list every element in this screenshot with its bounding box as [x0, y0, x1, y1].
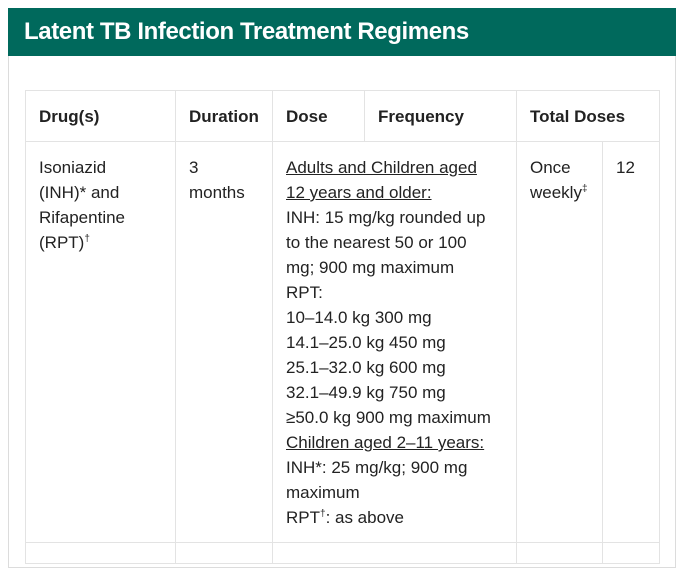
table-row: Isoniazid (INH)* and Rifapentine (RPT)† … [25, 141, 660, 543]
cell-empty [272, 542, 517, 564]
cell-dose: Adults and Children aged 12 years and ol… [272, 141, 517, 543]
cell-empty [602, 542, 660, 564]
header-duration: Duration [175, 90, 273, 142]
drug-line: Rifapentine [39, 208, 126, 227]
header-dose: Dose [272, 90, 365, 142]
dose-line-text: : as above [325, 508, 405, 527]
cell-frequency: Once weekly‡ [516, 141, 603, 543]
dose-line: to the nearest 50 or 100 [286, 233, 467, 252]
table-row [25, 542, 660, 564]
cell-empty [175, 542, 273, 564]
footnote-mark-double-dagger: ‡ [581, 183, 588, 195]
header-total-doses: Total Doses [516, 90, 660, 142]
dose-line: INH*: 25 mg/kg; 900 mg [286, 458, 468, 477]
table-header-row: Drug(s) Duration Dose Frequency Total Do… [25, 90, 660, 142]
header-drugs: Drug(s) [25, 90, 176, 142]
dose-line-text: RPT [286, 508, 320, 527]
dose-line: 32.1–49.9 kg 750 mg [286, 383, 446, 402]
drug-line: Isoniazid [39, 158, 107, 177]
drug-line: (RPT)† [39, 230, 162, 255]
regimens-table: Drug(s) Duration Dose Frequency Total Do… [25, 90, 660, 564]
header-frequency: Frequency [364, 90, 517, 142]
dose-line: RPT†: as above [286, 505, 503, 530]
drug-line-text: (RPT) [39, 233, 85, 252]
cell-empty [516, 542, 603, 564]
dose-adults-heading: Adults and Children aged [286, 158, 477, 177]
dose-line: 25.1–32.0 kg 600 mg [286, 358, 446, 377]
dose-line: INH: 15 mg/kg rounded up [286, 208, 486, 227]
footnote-mark-dagger: † [84, 233, 90, 245]
cell-drugs: Isoniazid (INH)* and Rifapentine (RPT)† [25, 141, 176, 543]
dose-line: 14.1–25.0 kg 450 mg [286, 333, 446, 352]
dose-line: ≥50.0 kg 900 mg maximum [286, 408, 491, 427]
dose-children-heading: Children aged 2–11 years: [286, 433, 485, 452]
dose-adults-heading: 12 years and older: [286, 183, 432, 202]
cell-empty [25, 542, 176, 564]
dose-line: maximum [286, 483, 360, 502]
frequency-text: weekly [530, 183, 582, 202]
dose-line: mg; 900 mg maximum [286, 258, 455, 277]
cell-duration: 3 months [175, 141, 273, 543]
footnote-mark-dagger: † [320, 508, 326, 520]
drug-line: (INH)* and [39, 183, 120, 202]
frequency-line: Once [530, 158, 571, 177]
frequency-line: weekly‡ [530, 180, 589, 205]
duration-line: 3 [189, 158, 199, 177]
dose-line: RPT: [286, 283, 323, 302]
dose-line: 10–14.0 kg 300 mg [286, 308, 432, 327]
duration-line: months [189, 183, 245, 202]
cell-total-doses: 12 [602, 141, 660, 543]
card-title: Latent TB Infection Treatment Regimens [8, 8, 676, 56]
